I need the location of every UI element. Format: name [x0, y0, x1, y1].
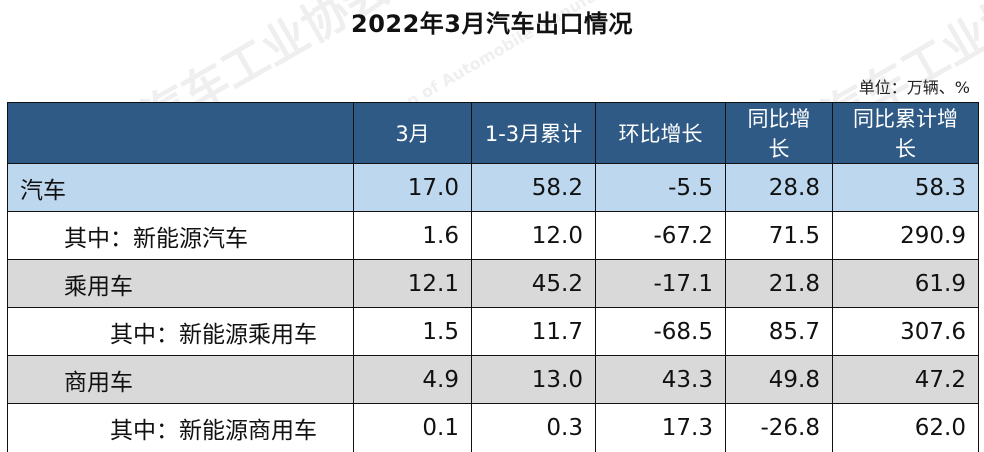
table-row: 乘用车 12.1 45.2 -17.1 21.8 61.9: [7, 259, 979, 308]
column-header: 环比增长: [595, 102, 726, 164]
table-cell: 12.1: [353, 259, 472, 308]
table-cell: 21.8: [725, 259, 833, 308]
table-cell: 28.8: [725, 163, 833, 212]
column-header: 同比增长: [725, 102, 833, 164]
column-header: 同比累计增长: [832, 102, 979, 164]
table-row: 其中：新能源汽车 1.6 12.0 -67.2 71.5 290.9: [7, 211, 979, 260]
table-cell: 71.5: [725, 211, 833, 260]
table-cell: 13.0: [471, 355, 596, 404]
table-cell: 58.3: [832, 163, 979, 212]
unit-label: 单位：万辆、%: [858, 78, 970, 97]
table-cell: 85.7: [725, 307, 833, 356]
row-label: 其中：新能源乘用车: [7, 307, 354, 356]
table-cell: 61.9: [832, 259, 979, 308]
table-row: 其中：新能源乘用车 1.5 11.7 -68.5 85.7 307.6: [7, 307, 979, 356]
row-label: 汽车: [7, 163, 354, 212]
table-cell: 17.0: [353, 163, 472, 212]
table-cell: 58.2: [471, 163, 596, 212]
page-title: 2022年3月汽车出口情况: [351, 10, 633, 38]
table-cell: -26.8: [725, 403, 833, 452]
row-label: 其中：新能源商用车: [7, 403, 354, 452]
row-label: 商用车: [7, 355, 354, 404]
table-row: 汽车 17.0 58.2 -5.5 28.8 58.3: [7, 163, 979, 212]
table-cell: -68.5: [595, 307, 726, 356]
table-cell: 17.3: [595, 403, 726, 452]
table-cell: 1.5: [353, 307, 472, 356]
table-cell: 49.8: [725, 355, 833, 404]
table-cell: 307.6: [832, 307, 979, 356]
export-table: 3月 1-3月累计 环比增长 同比增长 同比累计增长 汽车 17.0 58.2 -5.5 28.…: [7, 102, 979, 452]
table-cell: -67.2: [595, 211, 726, 260]
table-cell: 4.9: [353, 355, 472, 404]
row-label: 乘用车: [7, 259, 354, 308]
table-cell: 0.1: [353, 403, 472, 452]
table-cell: 43.3: [595, 355, 726, 404]
column-header: 3月: [353, 102, 472, 164]
table-cell: 12.0: [471, 211, 596, 260]
table-header-row: 3月 1-3月累计 环比增长 同比增长 同比累计增长: [7, 102, 979, 164]
table-cell: 290.9: [832, 211, 979, 260]
column-header: 1-3月累计: [471, 102, 596, 164]
table-cell: 47.2: [832, 355, 979, 404]
table-cell: 62.0: [832, 403, 979, 452]
row-label: 其中：新能源汽车: [7, 211, 354, 260]
table-row: 其中：新能源商用车 0.1 0.3 17.3 -26.8 62.0: [7, 403, 979, 452]
table-cell: 45.2: [471, 259, 596, 308]
column-header: [7, 102, 354, 164]
table-body: 汽车 17.0 58.2 -5.5 28.8 58.3 其中：新能源汽车 1.6 12.0 -67…: [7, 163, 979, 452]
table-cell: 1.6: [353, 211, 472, 260]
table-cell: -17.1: [595, 259, 726, 308]
table-row: 商用车 4.9 13.0 43.3 49.8 47.2: [7, 355, 979, 404]
table-cell: -5.5: [595, 163, 726, 212]
table-cell: 11.7: [471, 307, 596, 356]
table-cell: 0.3: [471, 403, 596, 452]
